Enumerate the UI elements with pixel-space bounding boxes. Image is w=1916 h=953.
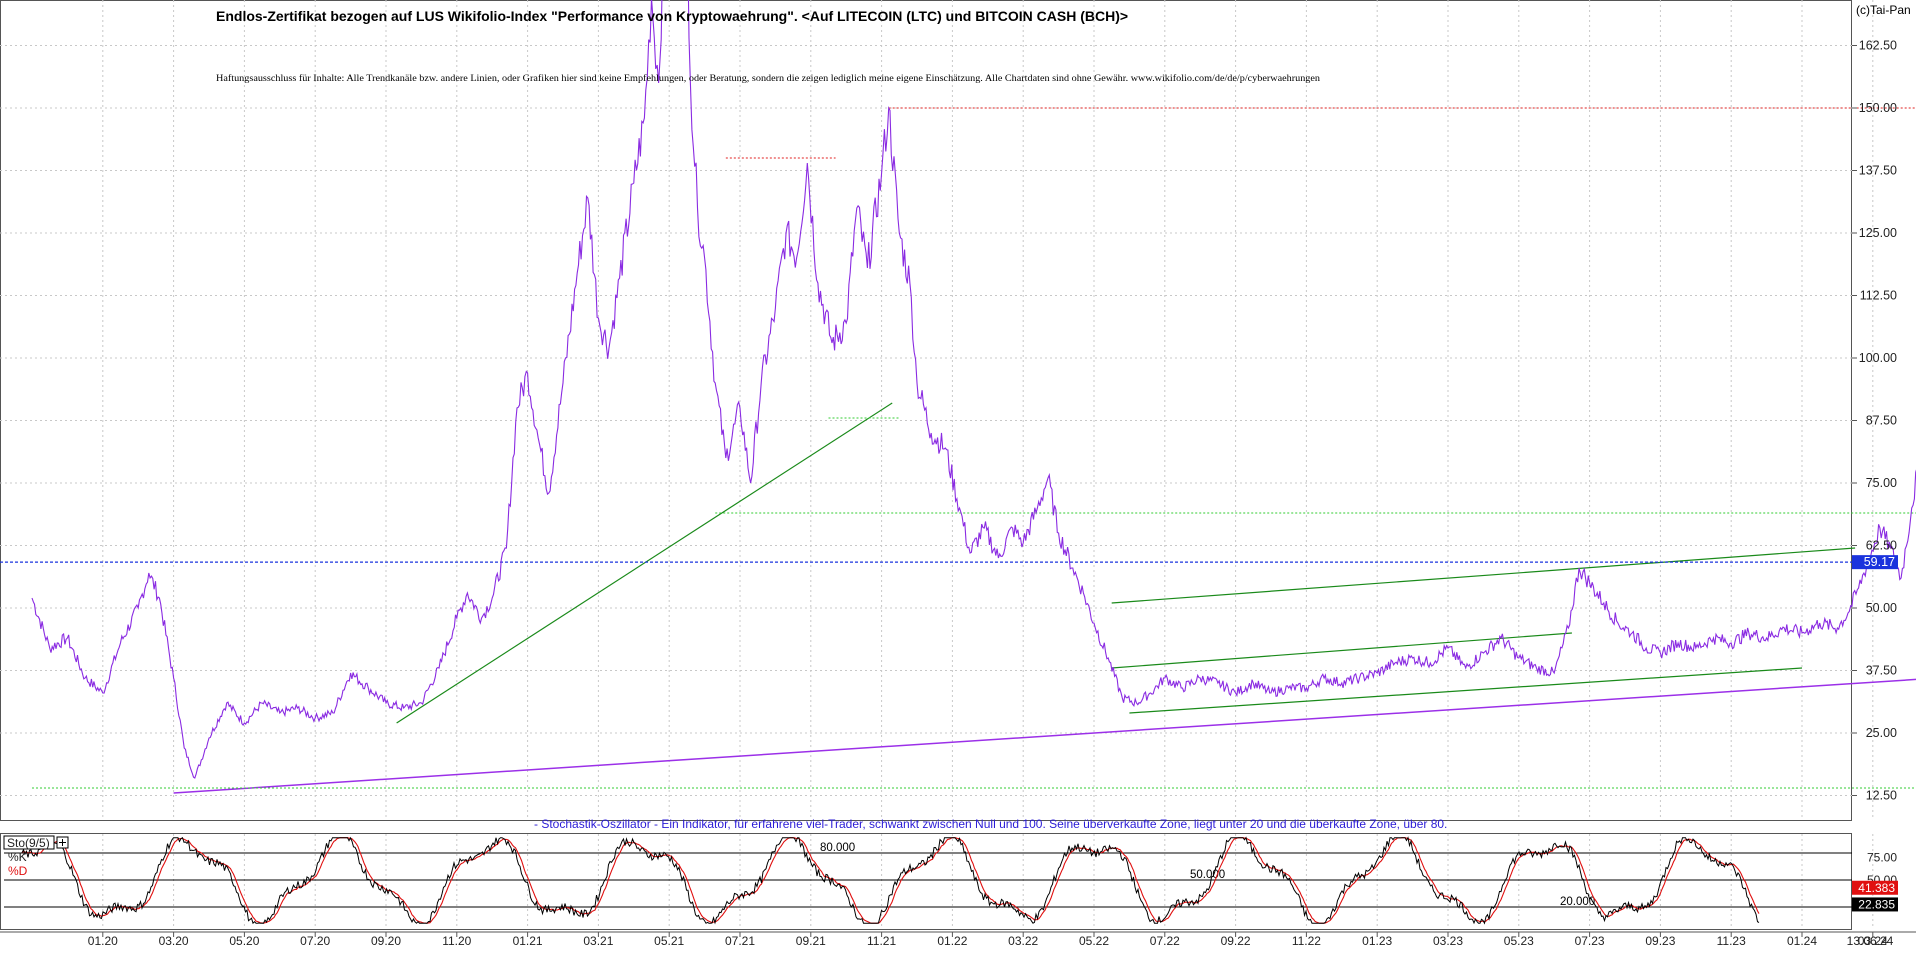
last-date-label: 13.06.24 <box>1847 934 1894 948</box>
grid-layer <box>0 0 1916 933</box>
oscillator-panel-frame <box>0 833 1852 930</box>
date-tick-label: 09.22 <box>1221 934 1251 948</box>
date-tick-label: 01.20 <box>88 934 118 948</box>
date-tick-label: 01.24 <box>1787 934 1817 948</box>
date-tick-label: 03.21 <box>583 934 613 948</box>
date-tick-label: 05.23 <box>1504 934 1534 948</box>
price-tick-label: 112.50 <box>1860 289 1897 303</box>
channel-lower-line <box>173 678 1916 794</box>
date-tick-label: 01.22 <box>937 934 967 948</box>
price-tick-label: 12.50 <box>1866 789 1897 803</box>
price-tick-label: 37.50 <box>1866 664 1897 678</box>
chart-title: Endlos-Zertifikat bezogen auf LUS Wikifo… <box>216 8 1128 24</box>
date-tick-label: 07.21 <box>725 934 755 948</box>
osc-level-label: 20.000 <box>1560 896 1595 908</box>
annotation-layer <box>0 107 1916 794</box>
osc-k-line <box>21 836 1760 925</box>
osc-level-label: 50.000 <box>1190 869 1225 881</box>
date-tick-label: 07.20 <box>300 934 330 948</box>
trend-line-2023 <box>1111 632 1572 669</box>
price-tick-label: 50.00 <box>1866 601 1897 615</box>
date-tick-label: 05.22 <box>1079 934 1109 948</box>
date-tick-label: 09.21 <box>796 934 826 948</box>
date-tick-label: 03.22 <box>1008 934 1038 948</box>
trend-line-2021 <box>396 402 893 724</box>
axis-layer: 12.50 25.00 37.50 50.00 62.50 75.00 87.50 100.0… <box>88 39 1898 948</box>
osc-d-value: 22.835 <box>1858 897 1895 911</box>
osc-title: Sto(9/5) <box>7 836 50 850</box>
trend-line-2024 <box>1129 667 1803 714</box>
disclaimer-text: Haftungsausschluss für Inhalte: Alle Tre… <box>216 73 1320 84</box>
price-tick-label: 150.00 <box>1859 101 1897 115</box>
date-tick-label: 03.20 <box>159 934 189 948</box>
date-tick-label: 09.23 <box>1645 934 1675 948</box>
osc-k-value: 41.383 <box>1858 881 1895 895</box>
osc-k-value-box <box>1852 880 1898 895</box>
price-tick-label: 137.50 <box>1859 164 1897 178</box>
price-panel-frame <box>0 0 1852 821</box>
oscillator-note: - Stochastik-Oszillator - Ein Indikator,… <box>534 817 1447 831</box>
date-tick-label: 03.23 <box>1433 934 1463 948</box>
trend-line-2023-upper <box>1111 547 1856 604</box>
date-tick-label: 01.23 <box>1362 934 1392 948</box>
price-layer <box>31 0 1916 779</box>
date-tick-label: 11.21 <box>867 934 896 948</box>
osc-d-value-box <box>1852 897 1898 912</box>
osc-title-box <box>3 835 55 850</box>
osc-level-label: 80.000 <box>820 842 855 854</box>
date-tick-label: 11.23 <box>1717 934 1746 948</box>
price-tick-label: 100.00 <box>1859 351 1897 365</box>
current-value-label: 59.17 <box>1864 555 1895 569</box>
osc-d-legend: %D <box>8 864 28 878</box>
price-tick-label: 87.50 <box>1866 414 1897 428</box>
osc-tick-label: 75.00 <box>1867 851 1897 865</box>
date-tick-label: 11.22 <box>1292 934 1321 948</box>
price-tick-label: 125.00 <box>1859 226 1897 240</box>
price-tick-label: 62.50 <box>1866 539 1897 553</box>
oscillator-layer: 20.000 50.000 80.000 Sto(9/5)%K%D <box>3 835 1852 925</box>
price-tick-label: 75.00 <box>1866 476 1897 490</box>
osc-k-legend: %K <box>8 850 27 864</box>
price-series-line <box>31 0 1916 779</box>
date-tick-label: 03.24 <box>1858 934 1888 948</box>
date-tick-label: 01.21 <box>513 934 543 948</box>
osc-d-line <box>21 837 1760 924</box>
date-tick-label: 11.20 <box>442 934 471 948</box>
date-tick-label: 05.21 <box>654 934 684 948</box>
date-tick-label: 09.20 <box>371 934 401 948</box>
date-tick-label: 05.20 <box>229 934 259 948</box>
copyright-credit: (c)Tai-Pan <box>1856 3 1911 17</box>
current-value-box <box>1852 555 1898 570</box>
date-tick-label: 07.22 <box>1150 934 1180 948</box>
price-tick-label: 25.00 <box>1866 726 1897 740</box>
price-tick-label: 162.50 <box>1859 39 1897 53</box>
date-tick-label: 07.23 <box>1575 934 1605 948</box>
